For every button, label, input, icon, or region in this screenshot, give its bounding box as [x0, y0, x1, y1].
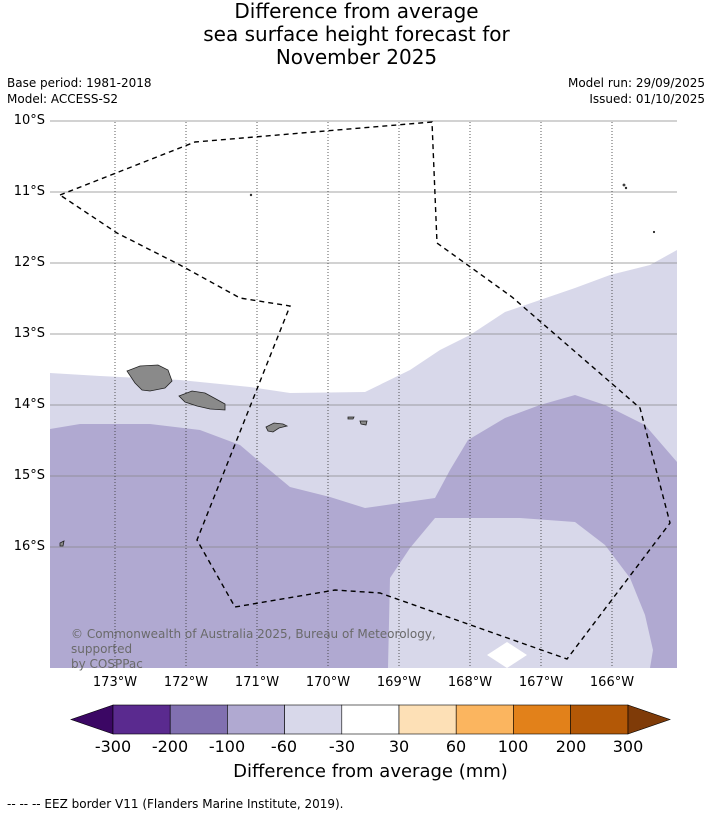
lat-label-13S: 13°S — [13, 326, 45, 341]
base-period: Base period: 1981-2018 — [7, 76, 152, 90]
copyright-line-1: © Commonwealth of Australia 2025, Bureau… — [71, 627, 436, 656]
lon-gridlines — [114, 120, 613, 668]
colorbar-swatch-minus200-minus100 — [169, 704, 228, 735]
island-ofu — [347, 416, 355, 420]
colorbar — [70, 704, 671, 735]
colorbar-swatch-60-100 — [455, 704, 514, 735]
colorbar-swatch-minus30-30 — [341, 704, 400, 735]
title-line-1: Difference from average — [234, 0, 479, 23]
lat-label-15S: 15°S — [13, 468, 45, 483]
sea-level-band-inner-minus60-minus30 — [388, 518, 653, 668]
islet-ne-2 — [624, 186, 628, 190]
lat-label-11S: 11°S — [13, 184, 45, 199]
land-islands — [59, 183, 656, 547]
colorbar-swatch-minus300-minus200 — [112, 704, 171, 735]
lon-label-173W: 173°W — [92, 675, 138, 690]
colorbar-swatch-100-200 — [513, 704, 571, 735]
colorbar-swatch-minus100-minus60 — [227, 704, 285, 735]
island-west — [59, 540, 65, 547]
lon-label-168W: 168°W — [447, 675, 493, 690]
colorbar-tick-minus60: -60 — [270, 737, 298, 756]
lon-label-169W: 169°W — [376, 675, 422, 690]
colorbar-tick-minus100: -100 — [208, 737, 246, 756]
title-line-3: November 2025 — [275, 45, 438, 69]
lon-label-167W: 167°W — [518, 675, 564, 690]
eez-tokelau-samoa — [58, 121, 671, 660]
model-name: Model: ACCESS-S2 — [7, 92, 119, 106]
island-tutuila — [265, 422, 289, 433]
lon-label-172W: 172°W — [163, 675, 209, 690]
colorbar-tick-300: 300 — [612, 737, 644, 756]
colorbar-tick-minus200: -200 — [151, 737, 189, 756]
islet-north — [249, 193, 253, 197]
colorbar-tick-30: 30 — [388, 737, 410, 756]
lon-label-171W: 171°W — [234, 675, 280, 690]
issued-date: Issued: 01/10/2025 — [589, 92, 705, 106]
island-savaii — [126, 364, 173, 392]
gridlines — [50, 120, 677, 548]
colorbar-swatch-200-300 — [570, 704, 629, 735]
colorbar-swatch-30-60 — [398, 704, 457, 735]
islet-ne-1 — [622, 183, 626, 187]
model-run: Model run: 29/09/2025 — [567, 76, 705, 90]
map-title: Difference from average sea surface heig… — [0, 0, 713, 69]
lat-label-10S: 10°S — [13, 113, 45, 128]
sea-level-white-patch — [487, 642, 527, 668]
colorbar-tick-100: 100 — [497, 737, 529, 756]
lat-label-14S: 14°S — [13, 397, 45, 412]
colorbar-extend-high — [627, 704, 671, 735]
colorbar-tick-200: 200 — [555, 737, 587, 756]
map-plot-area — [50, 120, 677, 668]
island-tau — [359, 420, 368, 426]
title-line-2: sea surface height forecast for — [203, 22, 510, 46]
islet-east — [652, 230, 656, 234]
eez-legend-note: -- -- -- EEZ border V11 (Flanders Marine… — [7, 797, 344, 811]
meta-right: Model run: 29/09/2025 Issued: 01/10/2025 — [568, 75, 705, 107]
lon-label-170W: 170°W — [305, 675, 351, 690]
copyright-notice: © Commonwealth of Australia 2025, Bureau… — [71, 627, 491, 672]
colorbar-swatch-minus60-minus30 — [284, 704, 343, 735]
copyright-line-2: by COSPPac — [71, 657, 143, 671]
island-upolu — [178, 390, 226, 411]
colorbar-tick-60: 60 — [445, 737, 467, 756]
colorbar-title: Difference from average (mm) — [233, 761, 508, 782]
meta-left: Base period: 1981-2018 Model: ACCESS-S2 — [7, 75, 152, 107]
colorbar-extend-low — [70, 704, 114, 735]
lat-label-16S: 16°S — [13, 539, 45, 554]
lon-label-166W: 166°W — [589, 675, 635, 690]
colorbar-tick-minus300: -300 — [94, 737, 132, 756]
eez-borders — [58, 121, 671, 660]
colorbar-tick-minus30: -30 — [328, 737, 356, 756]
lat-label-12S: 12°S — [13, 255, 45, 270]
